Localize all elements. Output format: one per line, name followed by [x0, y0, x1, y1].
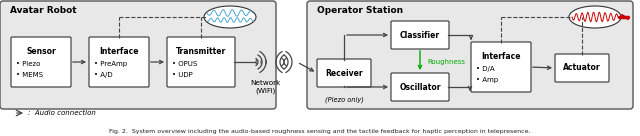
FancyBboxPatch shape [11, 37, 71, 87]
Text: (Piezo only): (Piezo only) [324, 97, 364, 103]
FancyBboxPatch shape [0, 1, 276, 109]
FancyBboxPatch shape [89, 37, 149, 87]
Text: Network
(WiFi): Network (WiFi) [250, 80, 280, 94]
Text: • A/D: • A/D [94, 72, 113, 78]
Text: • PreAmp: • PreAmp [94, 61, 127, 67]
FancyBboxPatch shape [307, 1, 633, 109]
Text: Interface: Interface [481, 52, 521, 61]
Text: Classifier: Classifier [400, 30, 440, 39]
Text: • MEMS: • MEMS [16, 72, 43, 78]
Text: Receiver: Receiver [325, 69, 363, 78]
Text: Roughness: Roughness [427, 59, 465, 65]
Text: Operator Station: Operator Station [317, 6, 403, 15]
Text: • UDP: • UDP [172, 72, 193, 78]
FancyBboxPatch shape [167, 37, 235, 87]
FancyBboxPatch shape [317, 59, 371, 87]
Text: Sensor: Sensor [26, 47, 56, 56]
Text: • Piezo: • Piezo [16, 61, 40, 67]
Text: Transmitter: Transmitter [176, 47, 226, 56]
Ellipse shape [204, 6, 256, 28]
Text: Actuator: Actuator [563, 64, 601, 72]
FancyBboxPatch shape [471, 42, 531, 92]
Text: • D/A: • D/A [476, 66, 495, 72]
FancyBboxPatch shape [555, 54, 609, 82]
Text: Fig. 2.  System overview including the audio-based roughness sensing and the tac: Fig. 2. System overview including the au… [109, 129, 531, 134]
Text: Interface: Interface [99, 47, 139, 56]
Text: • OPUS: • OPUS [172, 61, 197, 67]
Text: Avatar Robot: Avatar Robot [10, 6, 77, 15]
Text: :  Audio connection: : Audio connection [28, 110, 96, 116]
FancyBboxPatch shape [391, 21, 449, 49]
Text: Oscillator: Oscillator [399, 83, 441, 92]
Text: • Amp: • Amp [476, 77, 498, 83]
Ellipse shape [569, 6, 621, 28]
FancyBboxPatch shape [391, 73, 449, 101]
